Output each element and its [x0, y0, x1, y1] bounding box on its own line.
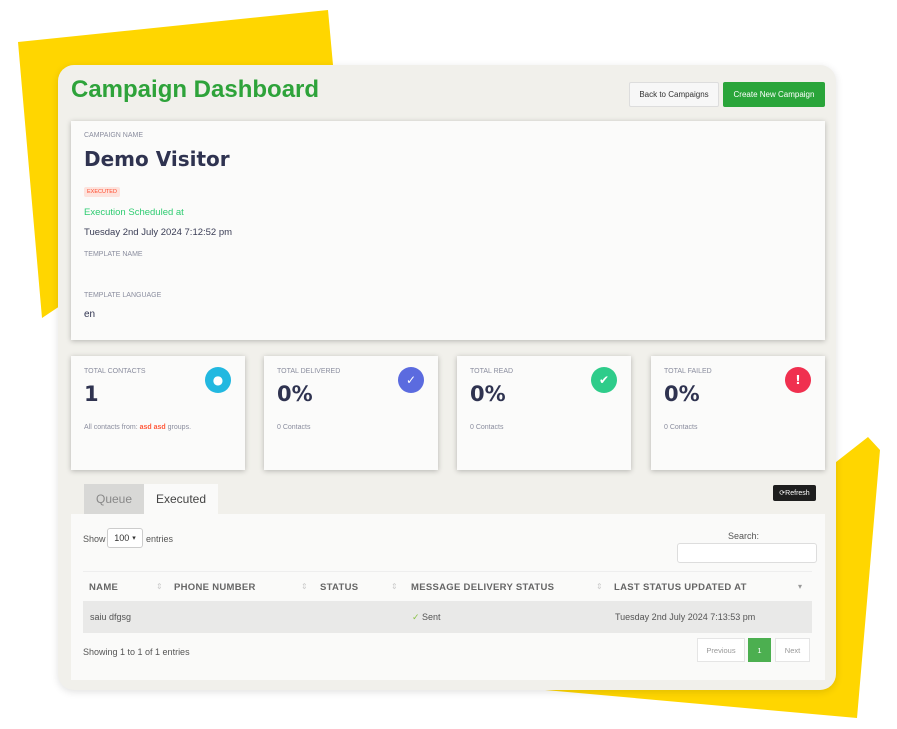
entries-value: 100	[114, 533, 130, 543]
stat-label: TOTAL CONTACTS	[84, 368, 146, 375]
column-header-delivery-status[interactable]: MESSAGE DELIVERY STATUS	[411, 582, 555, 593]
group-link[interactable]: asd asd	[139, 424, 166, 431]
search-input[interactable]	[677, 543, 817, 563]
alert-icon: !	[785, 367, 811, 393]
stat-card-total-contacts: TOTAL CONTACTS 1 All contacts from: asd …	[71, 356, 245, 470]
stat-value: 0%	[470, 382, 506, 406]
tab-queue[interactable]: Queue	[84, 484, 144, 514]
stat-card-total-delivered: TOTAL DELIVERED 0% 0 Contacts ✓	[264, 356, 438, 470]
refresh-icon: ⟳	[779, 490, 786, 497]
template-language-label: TEMPLATE LANGUAGE	[84, 292, 162, 299]
executed-table-panel: Show 100 ▾ entries Search: NAME ⇕ PHONE N…	[71, 514, 825, 680]
scheduled-label: Execution Scheduled at	[84, 207, 184, 218]
stat-sub: 0 Contacts	[470, 424, 504, 431]
tab-executed[interactable]: Executed	[144, 484, 218, 514]
divider	[83, 571, 812, 572]
sort-icon[interactable]: ⇕	[156, 582, 163, 591]
page-title: Campaign Dashboard	[71, 76, 320, 103]
sort-icon[interactable]: ⇕	[391, 582, 398, 591]
sort-icon[interactable]: ⇕	[596, 582, 603, 591]
refresh-label: Refresh	[785, 489, 810, 497]
sort-desc-icon[interactable]: ▾	[798, 582, 803, 591]
stat-card-total-failed: TOTAL FAILED 0% 0 Contacts !	[651, 356, 825, 470]
stat-sub: All contacts from: asd asd groups.	[84, 424, 191, 431]
template-name-label: TEMPLATE NAME	[84, 251, 143, 258]
stat-sub: 0 Contacts	[664, 424, 698, 431]
campaign-name: Demo Visitor	[84, 147, 230, 171]
cell-name: saiu dfgsg	[90, 612, 132, 622]
column-header-last-updated[interactable]: LAST STATUS UPDATED AT	[614, 582, 747, 593]
sort-icon[interactable]: ⇕	[301, 582, 308, 591]
stat-value: 0%	[664, 382, 700, 406]
template-language: en	[84, 309, 96, 320]
refresh-button[interactable]: ⟳ Refresh	[773, 485, 816, 501]
stat-value: 1	[84, 382, 99, 406]
user-icon: ●	[205, 367, 231, 393]
previous-button[interactable]: Previous	[697, 638, 745, 662]
stat-card-total-read: TOTAL READ 0% 0 Contacts ✔	[457, 356, 631, 470]
table-info: Showing 1 to 1 of 1 entries	[83, 647, 190, 657]
entries-select[interactable]: 100 ▾	[107, 528, 143, 548]
column-header-status[interactable]: STATUS	[320, 582, 359, 593]
column-header-phone[interactable]: PHONE NUMBER	[174, 582, 256, 593]
sub-suffix: groups.	[165, 424, 192, 431]
search-label: Search:	[728, 531, 760, 541]
column-header-name[interactable]: NAME	[89, 582, 119, 593]
stat-label: TOTAL DELIVERED	[277, 368, 341, 375]
page-1-button[interactable]: 1	[748, 638, 771, 662]
check-icon: ✓	[398, 367, 424, 393]
chevron-down-icon: ▾	[132, 535, 136, 542]
table-row: saiu dfgsg ✓ Sent Tuesday 2nd July 2024 …	[83, 601, 812, 633]
campaign-info-card: CAMPAIGN NAME Demo Visitor EXECUTED Exec…	[71, 121, 825, 340]
stat-label: TOTAL READ	[470, 368, 514, 375]
stat-value: 0%	[277, 382, 313, 406]
campaign-name-label: CAMPAIGN NAME	[84, 132, 143, 139]
create-campaign-button[interactable]: Create New Campaign	[723, 82, 825, 107]
sub-prefix: All contacts from:	[84, 424, 140, 431]
cell-delivery: ✓ Sent	[412, 612, 441, 623]
delivery-text: Sent	[422, 612, 441, 622]
entries-label: entries	[146, 534, 174, 544]
status-badge: EXECUTED	[84, 187, 120, 197]
stat-sub: 0 Contacts	[277, 424, 311, 431]
cell-updated: Tuesday 2nd July 2024 7:13:53 pm	[615, 612, 756, 622]
show-label: Show	[83, 534, 106, 544]
back-to-campaigns-button[interactable]: Back to Campaigns	[629, 82, 719, 107]
next-button[interactable]: Next	[775, 638, 810, 662]
check-icon: ✓	[412, 612, 423, 622]
scheduled-at: Tuesday 2nd July 2024 7:12:52 pm	[84, 227, 233, 238]
stat-label: TOTAL FAILED	[664, 368, 712, 375]
double-check-icon: ✔	[591, 367, 617, 393]
